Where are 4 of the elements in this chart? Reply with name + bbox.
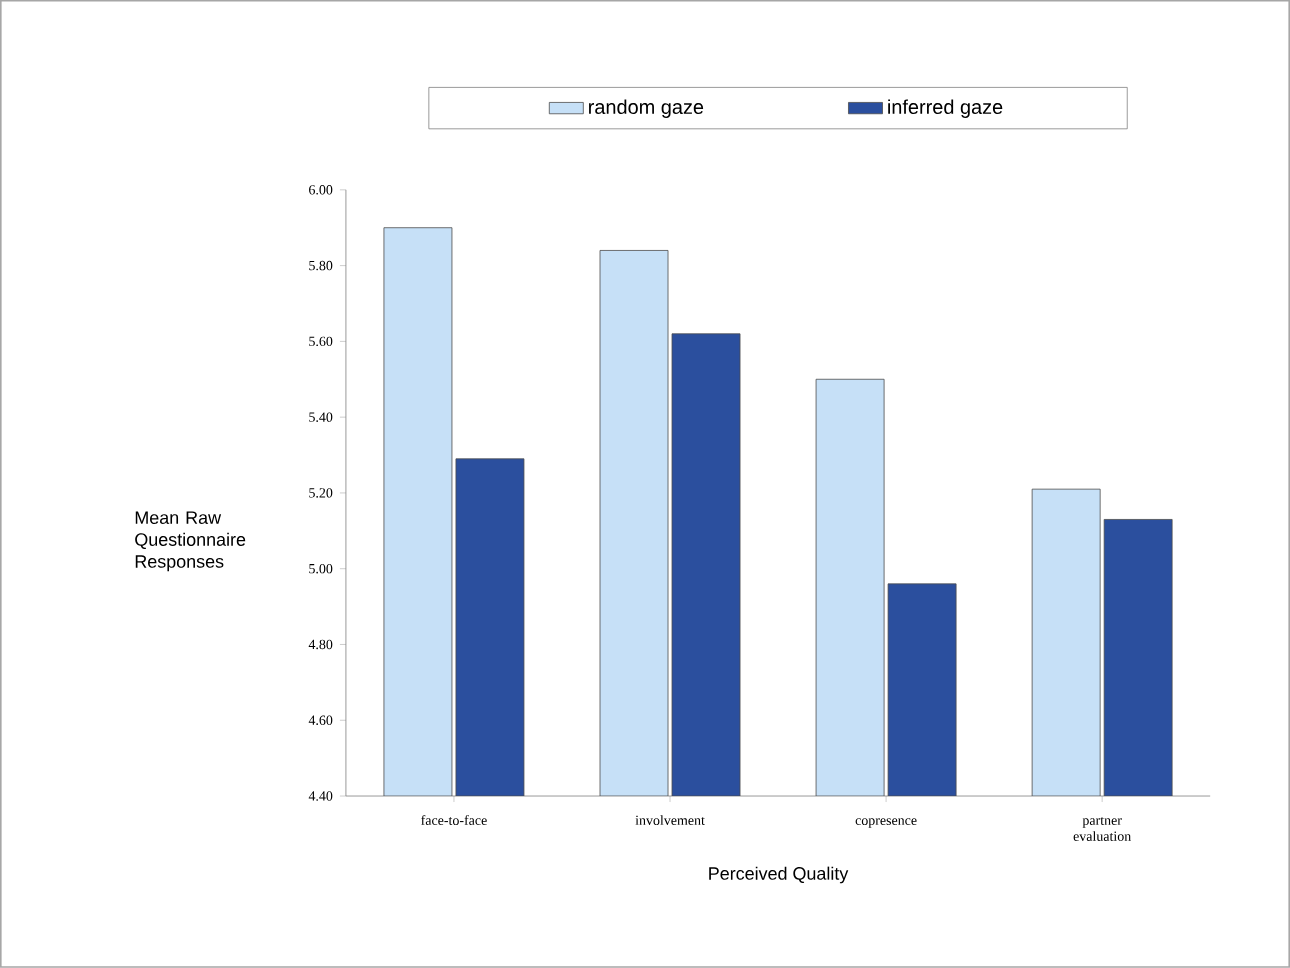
- x-axis-title: Perceived Quality: [709, 866, 849, 884]
- legend-label: inferred gaze: [888, 99, 1003, 119]
- y-axis-title: Mean Raw Questionnaire Responses: [135, 511, 246, 572]
- legend-label: random gaze: [589, 99, 704, 119]
